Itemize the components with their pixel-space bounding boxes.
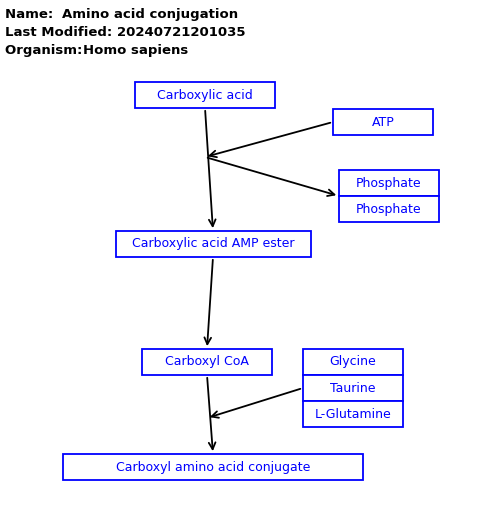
- Text: Last Modified:: Last Modified:: [5, 26, 117, 39]
- Text: Name:: Name:: [5, 8, 58, 21]
- Text: Amino acid conjugation: Amino acid conjugation: [62, 8, 238, 21]
- FancyBboxPatch shape: [303, 349, 403, 375]
- Text: ATP: ATP: [372, 116, 395, 129]
- Text: Phosphate: Phosphate: [356, 176, 422, 189]
- Text: L-Glutamine: L-Glutamine: [314, 407, 391, 420]
- FancyBboxPatch shape: [116, 231, 311, 257]
- FancyBboxPatch shape: [142, 349, 272, 375]
- Text: Taurine: Taurine: [330, 381, 376, 394]
- FancyBboxPatch shape: [303, 401, 403, 427]
- FancyBboxPatch shape: [333, 109, 433, 135]
- Text: Carboxylic acid AMP ester: Carboxylic acid AMP ester: [132, 238, 294, 251]
- Text: Carboxyl amino acid conjugate: Carboxyl amino acid conjugate: [116, 460, 310, 473]
- FancyBboxPatch shape: [63, 454, 363, 480]
- Text: Homo sapiens: Homo sapiens: [83, 44, 188, 57]
- Text: 20240721201035: 20240721201035: [117, 26, 245, 39]
- Text: Carboxyl CoA: Carboxyl CoA: [165, 356, 249, 368]
- FancyBboxPatch shape: [339, 196, 439, 222]
- Text: Glycine: Glycine: [330, 356, 376, 368]
- FancyBboxPatch shape: [135, 82, 275, 108]
- FancyBboxPatch shape: [339, 170, 439, 196]
- FancyBboxPatch shape: [303, 375, 403, 401]
- Text: Phosphate: Phosphate: [356, 202, 422, 215]
- Text: Organism:: Organism:: [5, 44, 87, 57]
- Text: Carboxylic acid: Carboxylic acid: [157, 89, 253, 102]
